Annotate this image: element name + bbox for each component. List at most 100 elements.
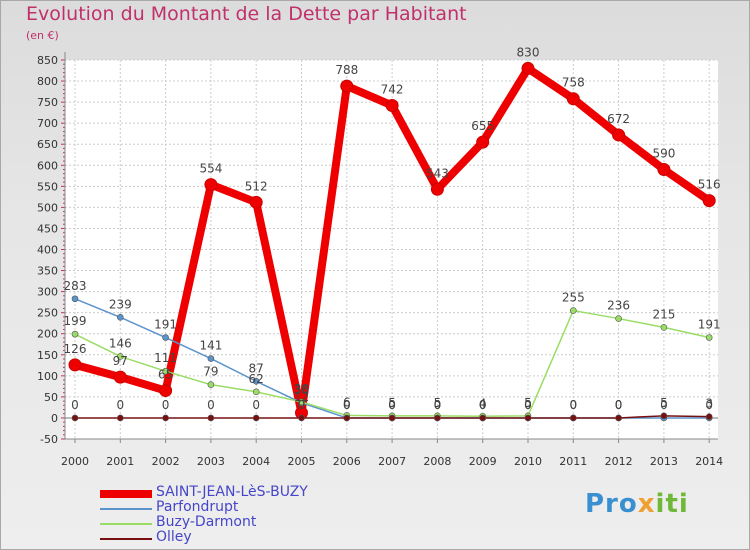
- x-tick-label-2014: 2014: [695, 455, 723, 468]
- x-tick-label-2002: 2002: [152, 455, 180, 468]
- point-buzy-darmont-2004: [252, 388, 260, 396]
- data-label-parfondrupt-2002: 191: [154, 318, 177, 332]
- data-label-buzy-darmont-2005: 38: [294, 382, 309, 396]
- data-label-buzy-darmont-2012: 236: [607, 299, 630, 313]
- legend-item-saint-jean: SAINT-JEAN-LèS-BUZY: [100, 484, 400, 502]
- point-buzy-darmont-2001: [117, 353, 124, 360]
- data-label-saint-jean-2014: 516: [698, 178, 721, 192]
- legend-label-saint-jean: SAINT-JEAN-LèS-BUZY: [156, 484, 308, 500]
- data-label-olley-2011: 0: [569, 398, 577, 412]
- data-label-olley-2014: 3: [705, 397, 713, 411]
- data-label-saint-jean-2001: 97: [113, 354, 128, 368]
- data-label-parfondrupt-2014: 0: [705, 398, 713, 412]
- data-label-buzy-darmont-2011: 255: [562, 291, 585, 305]
- point-saint-jean-2010: [521, 61, 535, 75]
- point-buzy-darmont-2012: [615, 315, 622, 322]
- y-tick-label-250: 250: [37, 307, 58, 320]
- data-label-parfondrupt-2012: 0: [615, 398, 623, 412]
- data-label-parfondrupt-2001: 239: [109, 297, 132, 311]
- data-label-saint-jean-2009: 655: [471, 119, 494, 133]
- data-label-parfondrupt-2013: 0: [660, 398, 668, 412]
- y-tick-label-500: 500: [37, 201, 58, 214]
- point-parfondrupt-2001: [117, 313, 124, 321]
- point-olley-2004: [252, 414, 260, 422]
- point-olley-2001: [117, 414, 124, 422]
- data-label-olley-2010: 0: [524, 398, 532, 412]
- point-saint-jean-2006: [340, 79, 354, 93]
- point-saint-jean-2012: [612, 128, 626, 142]
- data-label-buzy-darmont-2013: 215: [652, 307, 675, 321]
- point-parfondrupt-2000: [71, 295, 79, 303]
- data-label-parfondrupt-2000: 283: [64, 279, 87, 293]
- y-tick-label-50: 50: [44, 391, 58, 404]
- y-tick-label-350: 350: [37, 265, 58, 278]
- data-label-parfondrupt-2007: 0: [388, 398, 396, 412]
- legend-swatch-buzy-darmont: [100, 523, 152, 525]
- point-saint-jean-2001: [113, 370, 127, 384]
- data-label-saint-jean-2003: 554: [199, 162, 222, 176]
- y-tick-label-700: 700: [37, 117, 58, 130]
- legend-label-buzy-darmont: Buzy-Darmont: [156, 514, 257, 530]
- point-olley-2011: [569, 414, 577, 422]
- point-buzy-darmont-2000: [71, 330, 79, 338]
- point-olley-2000: [71, 414, 79, 422]
- x-tick-label-2000: 2000: [61, 455, 89, 468]
- point-olley-2014: [705, 413, 713, 420]
- point-saint-jean-2007: [385, 98, 399, 112]
- point-saint-jean-2003: [204, 178, 218, 192]
- data-label-saint-jean-2012: 672: [607, 112, 630, 126]
- point-buzy-darmont-2002: [162, 367, 169, 375]
- y-tick-label-750: 750: [37, 96, 58, 109]
- data-label-olley-2006: 0: [343, 398, 351, 412]
- point-olley-2009: [479, 414, 487, 422]
- point-buzy-darmont-2014: [705, 334, 713, 341]
- x-tick-label-2008: 2008: [423, 455, 451, 468]
- point-olley-2012: [615, 414, 622, 422]
- data-label-buzy-darmont-2002: 111: [154, 351, 177, 365]
- logo-part-2: x: [637, 489, 656, 519]
- point-saint-jean-2002: [159, 384, 173, 398]
- x-tick-label-2007: 2007: [378, 455, 406, 468]
- y-tick-label--50: -50: [40, 433, 58, 446]
- data-label-buzy-darmont-2000: 199: [64, 314, 87, 328]
- x-tick-label-2004: 2004: [242, 455, 270, 468]
- legend-label-olley: Olley: [156, 529, 192, 545]
- y-tick-label-600: 600: [37, 159, 58, 172]
- y-tick-label-400: 400: [37, 244, 58, 257]
- y-tick-label-300: 300: [37, 286, 58, 299]
- y-tick-label-150: 150: [37, 349, 58, 362]
- data-label-olley-2009: 0: [479, 398, 487, 412]
- point-buzy-darmont-2011: [569, 307, 577, 314]
- chart-title: Evolution du Montant de la Dette par Hab…: [26, 3, 467, 25]
- data-label-saint-jean-2005: 12: [294, 390, 309, 404]
- y-tick-label-100: 100: [37, 370, 58, 383]
- x-tick-label-2012: 2012: [605, 455, 633, 468]
- point-olley-2006: [343, 414, 351, 422]
- x-tick-label-2005: 2005: [288, 455, 316, 468]
- point-olley-2003: [207, 414, 215, 422]
- data-label-parfondrupt-2008: 0: [434, 398, 442, 412]
- data-label-saint-jean-2004: 512: [245, 179, 268, 193]
- data-label-olley-2005: 0: [298, 398, 306, 412]
- data-label-buzy-darmont-2008: 5: [434, 396, 442, 410]
- data-label-buzy-darmont-2003: 79: [203, 365, 218, 379]
- data-label-parfondrupt-2005: 36: [294, 383, 309, 397]
- legend-item-olley: Olley: [100, 529, 400, 547]
- data-label-parfondrupt-2004: 87: [249, 361, 264, 375]
- point-olley-2008: [434, 414, 441, 422]
- legend-label-parfondrupt: Parfondrupt: [156, 499, 239, 515]
- data-label-buzy-darmont-2004: 62: [249, 372, 264, 386]
- data-label-saint-jean-2000: 126: [64, 342, 87, 356]
- legend-swatch-parfondrupt: [100, 508, 152, 510]
- data-label-olley-2003: 0: [207, 398, 215, 412]
- point-buzy-darmont-2013: [660, 324, 668, 331]
- x-tick-label-2003: 2003: [197, 455, 225, 468]
- data-label-saint-jean-2002: 65: [158, 368, 173, 382]
- x-tick-label-2011: 2011: [559, 455, 587, 468]
- point-saint-jean-2014: [702, 194, 716, 208]
- logo-part-3: iti: [655, 489, 689, 519]
- data-label-parfondrupt-2009: 0: [479, 398, 487, 412]
- data-label-parfondrupt-2011: 0: [569, 398, 577, 412]
- x-tick-label-2001: 2001: [106, 455, 134, 468]
- x-tick-label-2010: 2010: [514, 455, 542, 468]
